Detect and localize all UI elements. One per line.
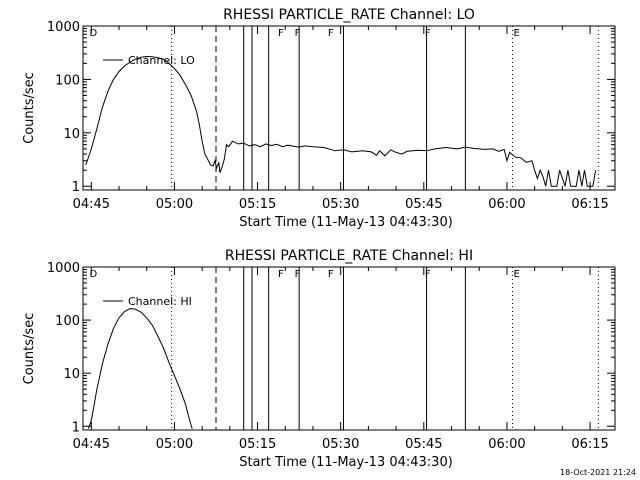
x-tick-label: 06:15: [571, 197, 608, 212]
annotation-letter: F: [278, 269, 284, 280]
y-tick-label: 10: [63, 127, 80, 142]
x-tick-label: 04:45: [73, 437, 110, 452]
annotation-letter: F: [425, 28, 431, 39]
tick-labels: 04:45 05:00 05:15 05:30 05:45 06:00 06:15 1 10 10…: [47, 261, 609, 452]
x-tick-label: 05:00: [156, 437, 193, 452]
y-axis-label: Counts/sec: [22, 313, 37, 385]
legend: Channel: LO: [103, 54, 195, 67]
marker-lines: [171, 267, 599, 430]
x-tick-label: 05:30: [322, 437, 359, 452]
y-tick-label: 1: [72, 420, 80, 435]
x-tick-label: 05:45: [405, 197, 442, 212]
legend: Channel: HI: [103, 295, 192, 308]
x-tick-label: 06:00: [488, 437, 525, 452]
y-axis-label: Counts/sec: [22, 72, 37, 144]
legend-label: Channel: LO: [128, 54, 195, 67]
chart-title: RHESSI PARTICLE_RATE Channel: HI: [225, 248, 473, 264]
legend-label: Channel: HI: [128, 295, 192, 308]
panel-hi: 04:45 05:00 05:15 05:30 05:45 06:00 06:15 1 10 10…: [22, 248, 616, 470]
panel-lo: 04:45 05:00 05:15 05:30 05:45 06:00 06:15 1 10 10…: [22, 7, 616, 230]
plot-frame: [82, 25, 616, 191]
x-axis-label: Start Time (11-May-13 04:43:30): [239, 215, 453, 230]
annotation-letter: F: [328, 269, 334, 280]
chart-title: RHESSI PARTICLE_RATE Channel: LO: [223, 7, 475, 23]
x-axis-label: Start Time (11-May-13 04:43:30): [239, 455, 453, 470]
x-tick-label: 04:45: [73, 197, 110, 212]
tick-labels: 04:45 05:00 05:15 05:30 05:45 06:00 06:15 1 10 10…: [47, 20, 609, 212]
annotation-letter: F: [295, 28, 301, 39]
y-tick-label: 100: [55, 73, 80, 88]
series-line-hi: [88, 307, 193, 429]
plot-frame: [82, 266, 616, 431]
annotation-letter: E: [513, 269, 519, 280]
x-tick-label: 06:15: [571, 437, 608, 452]
series-line-lo: [85, 55, 597, 187]
x-tick-label: 05:45: [405, 437, 442, 452]
series-group: [88, 307, 193, 429]
y-tick-label: 1000: [47, 261, 80, 276]
annotation-letter: D: [90, 28, 98, 39]
marker-lines: [171, 26, 599, 190]
annotation-letter: D: [90, 269, 98, 280]
x-tick-label: 05:15: [239, 437, 276, 452]
annotation-letter: F: [328, 28, 334, 39]
x-tick-label: 06:00: [488, 197, 525, 212]
series-group: [85, 55, 597, 187]
annotation-letter: F: [425, 269, 431, 280]
y-tick-label: 1000: [47, 20, 80, 35]
annotation-letter: F: [295, 269, 301, 280]
y-tick-label: 1: [72, 180, 80, 195]
footer-timestamp: 18-Oct-2021 21:24: [560, 468, 636, 477]
x-tick-label: 05:00: [156, 197, 193, 212]
annotation-letter: E: [513, 28, 519, 39]
annotation-letter: F: [278, 28, 284, 39]
y-tick-label: 100: [55, 314, 80, 329]
y-tick-label: 10: [63, 367, 80, 382]
x-tick-label: 05:30: [322, 197, 359, 212]
axis-ticks: [83, 25, 615, 190]
axis-ticks: [83, 266, 615, 430]
x-tick-label: 05:15: [239, 197, 276, 212]
